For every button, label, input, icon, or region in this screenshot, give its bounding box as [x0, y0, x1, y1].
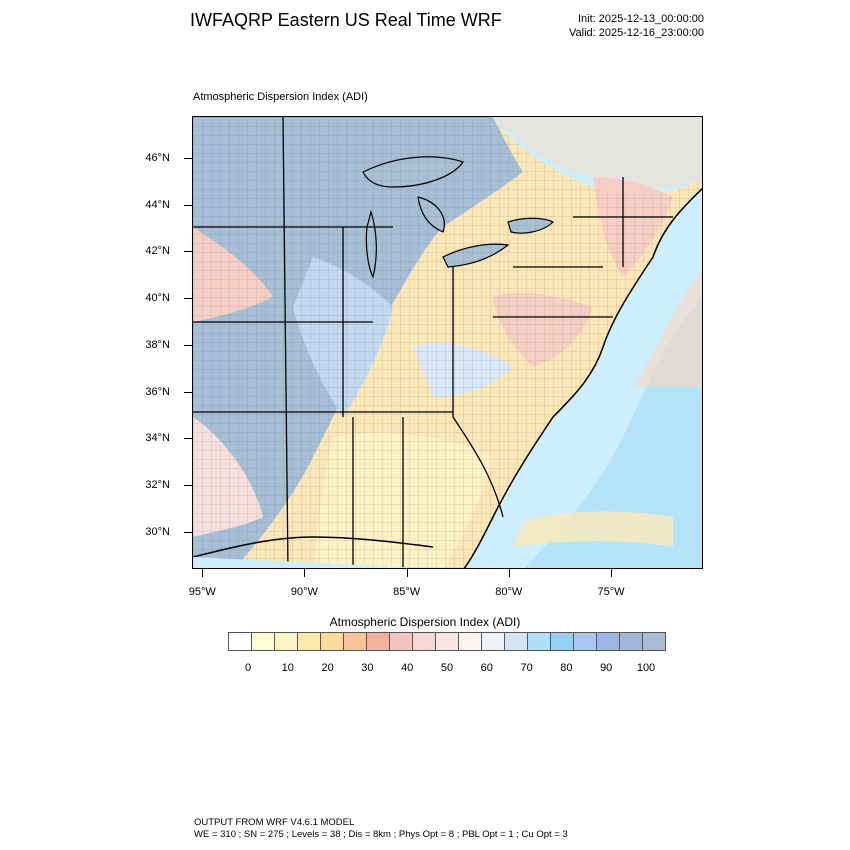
colorbar-box — [505, 633, 528, 650]
colorbar-tick-label: 70 — [520, 662, 533, 674]
colorbar-box — [298, 633, 321, 650]
colorbar-tick-label: 20 — [321, 662, 334, 674]
colorbar-box — [528, 633, 551, 650]
footer-model-config: WE = 310 ; SN = 275 ; Levels = 38 ; Dis … — [194, 829, 568, 840]
lon-tick — [304, 569, 306, 577]
colorbar-tick-label: 80 — [560, 662, 573, 674]
lat-label: 34°N — [145, 432, 170, 445]
valid-time: Valid: 2025-12-16_23:00:00 — [569, 27, 704, 39]
map-canvas — [193, 117, 702, 568]
colorbar-tick-label: 60 — [480, 662, 493, 674]
lat-tick — [184, 531, 192, 533]
north-atlantic-patch — [493, 117, 702, 189]
ocean-warm-band — [513, 511, 673, 547]
lat-label: 38°N — [145, 338, 170, 351]
lat-label: 36°N — [145, 385, 170, 398]
lat-label: 40°N — [145, 292, 170, 305]
lat-tick — [184, 298, 192, 300]
lon-label: 75°W — [597, 586, 625, 598]
colorbar-title: Atmospheric Dispersion Index (ADI) — [329, 615, 521, 629]
lat-tick — [184, 158, 192, 160]
lat-tick — [184, 204, 192, 206]
lat-tick — [184, 344, 192, 346]
lat-label: 30°N — [145, 525, 170, 538]
colorbar-box — [229, 633, 252, 650]
state-boundaries — [193, 117, 673, 568]
lon-label: 90°W — [290, 586, 318, 598]
adi-map — [192, 116, 703, 569]
lon-tick — [406, 569, 408, 577]
lon-label: 85°W — [393, 586, 421, 598]
colorbar-box — [643, 633, 665, 650]
lon-label: 95°W — [188, 586, 216, 598]
lat-tick — [184, 438, 192, 440]
colorbar-tick-label: 30 — [361, 662, 374, 674]
lat-label: 32°N — [145, 478, 170, 491]
colorbar-box — [413, 633, 436, 650]
colorbar-tick-label: 0 — [244, 662, 252, 674]
colorbar — [228, 632, 666, 651]
colorbar-box — [275, 633, 298, 650]
colorbar-tick-label: 10 — [281, 662, 294, 674]
atlantic-coastline — [463, 187, 702, 568]
lon-tick — [611, 569, 613, 577]
colorbar-box — [344, 633, 367, 650]
colorbar-box — [367, 633, 390, 650]
lat-label: 44°N — [145, 198, 170, 211]
lat-label: 46°N — [145, 152, 170, 165]
lon-tick — [508, 569, 510, 577]
colorbar-box — [482, 633, 505, 650]
footer-model-info: OUTPUT FROM WRF V4.6.1 MODEL — [194, 817, 355, 828]
lat-tick — [184, 251, 192, 253]
lon-label: 80°W — [495, 586, 523, 598]
colorbar-tick-label: 50 — [440, 662, 454, 674]
lat-label: 42°N — [145, 245, 170, 258]
county-grid — [193, 117, 702, 568]
lat-tick — [184, 484, 192, 486]
colorbar-box — [321, 633, 344, 650]
ocean-warm-patch — [633, 269, 702, 387]
lon-tick — [202, 569, 204, 577]
gulf-of-mexico — [193, 557, 422, 568]
colorbar-box — [551, 633, 574, 650]
lat-tick — [184, 391, 192, 393]
colorbar-box — [436, 633, 459, 650]
colorbar-box — [252, 633, 275, 650]
main-title: IWFAQRP Eastern US Real Time WRF — [190, 10, 502, 30]
plot-title: Atmospheric Dispersion Index (ADI) — [193, 91, 368, 103]
gulf-coastline — [193, 536, 434, 558]
colorbar-tick-label: 40 — [401, 662, 414, 674]
colorbar-box — [574, 633, 597, 650]
colorbar-box — [597, 633, 620, 650]
colorbar-box — [390, 633, 413, 650]
colorbar-box — [459, 633, 482, 650]
colorbar-box — [620, 633, 643, 650]
init-time: Init: 2025-12-13_00:00:00 — [578, 13, 704, 25]
colorbar-tick-label: 100 — [636, 662, 656, 674]
colorbar-tick-label: 90 — [600, 662, 613, 674]
